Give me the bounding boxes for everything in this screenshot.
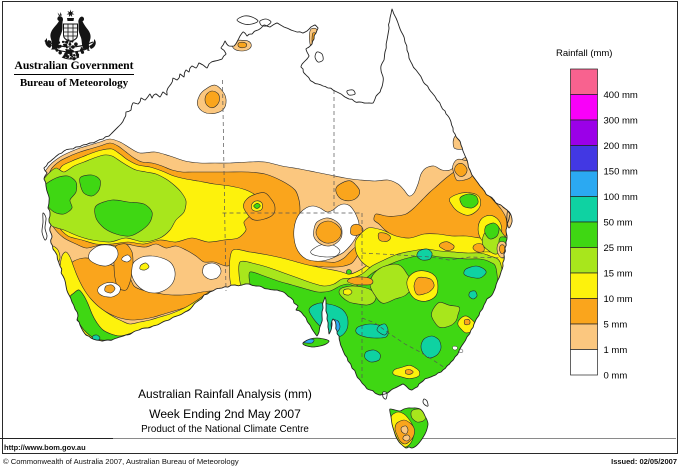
svg-text:150 mm: 150 mm: [604, 167, 638, 178]
svg-text:15 mm: 15 mm: [604, 269, 633, 280]
svg-text:300 mm: 300 mm: [604, 116, 638, 127]
svg-text:1 mm: 1 mm: [604, 345, 628, 356]
svg-text:25 mm: 25 mm: [604, 243, 633, 254]
svg-text:100 mm: 100 mm: [604, 192, 638, 203]
svg-text:400 mm: 400 mm: [604, 90, 638, 101]
svg-text:0 mm: 0 mm: [604, 371, 628, 382]
svg-text:200 mm: 200 mm: [604, 141, 638, 152]
svg-text:10 mm: 10 mm: [604, 294, 633, 305]
svg-text:5 mm: 5 mm: [604, 320, 628, 331]
svg-text:50 mm: 50 mm: [604, 218, 633, 229]
